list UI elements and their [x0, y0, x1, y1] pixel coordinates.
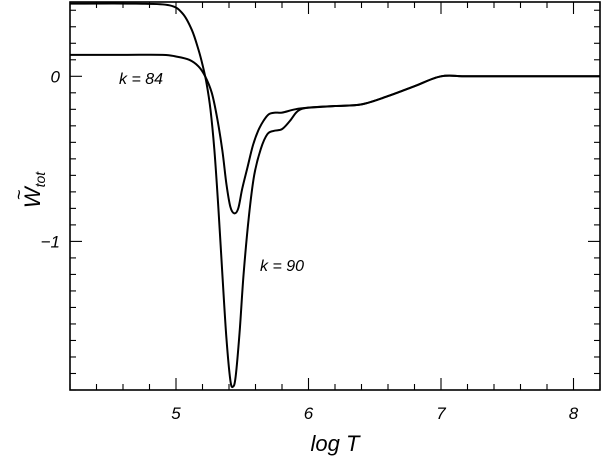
- y-tick-label: −1: [41, 232, 60, 251]
- curves-layer: [69, 2, 600, 389]
- y-axis-title-subscript: tot: [32, 171, 48, 188]
- x-tick-label: 8: [569, 404, 579, 423]
- y-axis-title-symbol: W: [20, 185, 45, 208]
- x-tick-label: 7: [436, 404, 446, 423]
- x-tick-label: 6: [304, 404, 314, 423]
- tick-labels-layer: 5 6 7 8 0 −1: [41, 67, 579, 423]
- plot-frame: [69, 1, 601, 391]
- x-axis-title: log T: [311, 431, 361, 456]
- series-label-k90: k = 90: [260, 258, 304, 275]
- series-label-k84: k = 84: [119, 71, 163, 88]
- series-line-k90: [69, 2, 600, 389]
- y-axis-title: Wtot ~: [9, 171, 48, 208]
- y-axis-title-tilde: ~: [9, 190, 29, 201]
- y-tick-label: 0: [51, 67, 61, 86]
- ticks-layer: [69, 2, 601, 391]
- y-axis-title-main: Wtot: [20, 171, 48, 208]
- x-tick-label: 5: [171, 404, 181, 423]
